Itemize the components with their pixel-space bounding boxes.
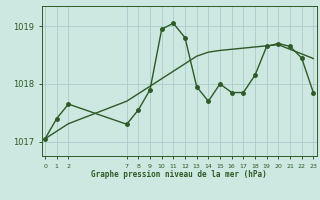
X-axis label: Graphe pression niveau de la mer (hPa): Graphe pression niveau de la mer (hPa) (91, 170, 267, 179)
